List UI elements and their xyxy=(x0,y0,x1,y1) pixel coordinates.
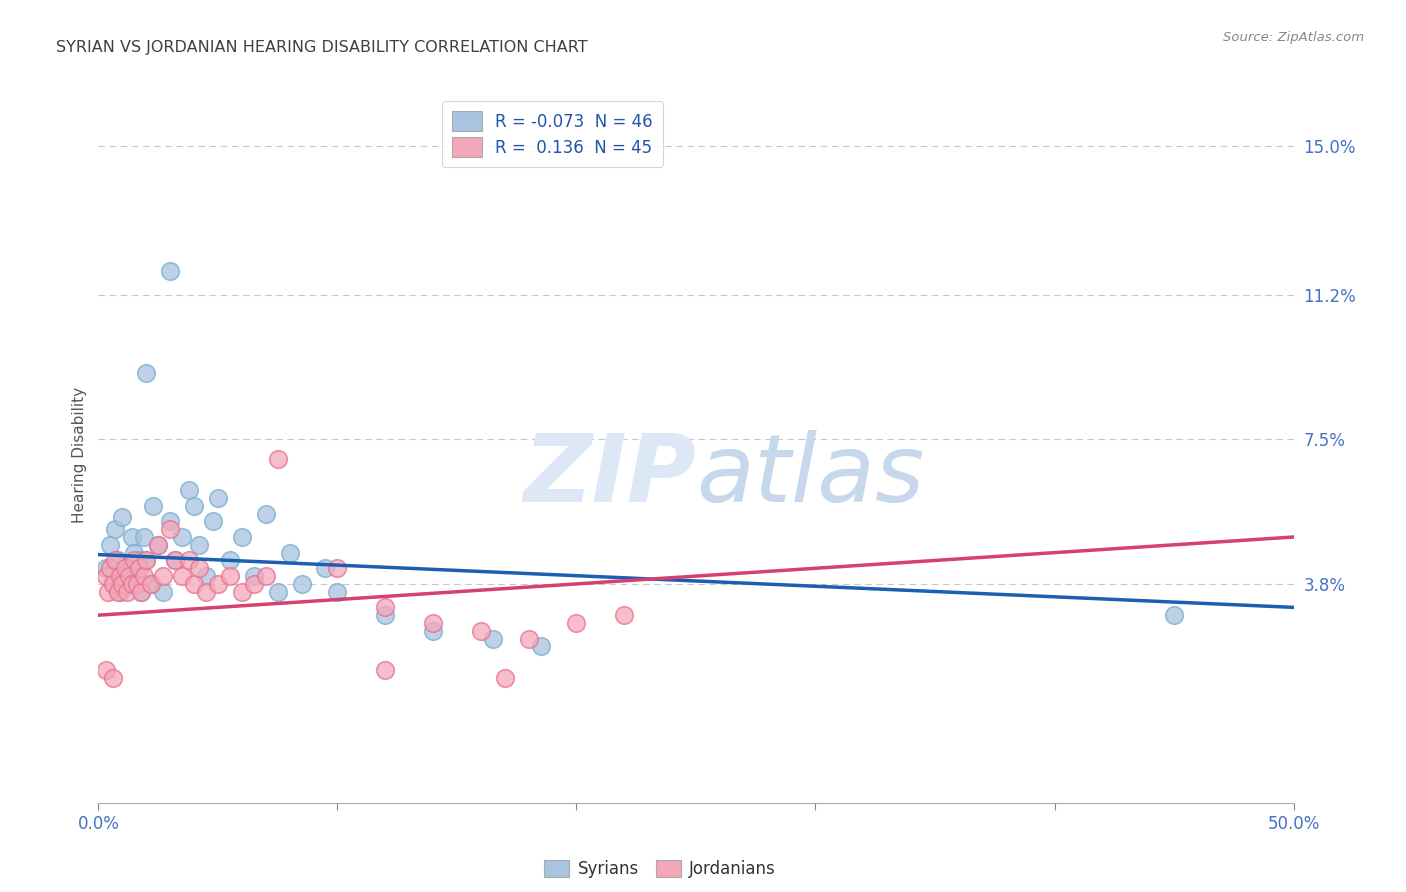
Point xyxy=(613,608,636,623)
Point xyxy=(124,546,146,560)
Point xyxy=(128,561,150,575)
Text: Source: ZipAtlas.com: Source: ZipAtlas.com xyxy=(1223,31,1364,45)
Point xyxy=(125,577,148,591)
Point xyxy=(139,577,162,591)
Point xyxy=(125,569,148,583)
Point xyxy=(152,584,174,599)
Point xyxy=(374,608,396,623)
Point xyxy=(94,561,117,575)
Text: ZIP: ZIP xyxy=(523,430,696,522)
Point xyxy=(94,663,117,677)
Point xyxy=(374,600,396,615)
Point xyxy=(326,561,349,575)
Point xyxy=(128,553,150,567)
Point xyxy=(183,577,205,591)
Text: SYRIAN VS JORDANIAN HEARING DISABILITY CORRELATION CHART: SYRIAN VS JORDANIAN HEARING DISABILITY C… xyxy=(56,40,588,55)
Point xyxy=(108,569,131,583)
Point xyxy=(132,530,155,544)
Point xyxy=(107,553,129,567)
Point xyxy=(267,451,290,466)
Point xyxy=(111,577,134,591)
Point xyxy=(219,553,242,567)
Point xyxy=(114,569,136,583)
Point xyxy=(172,569,194,583)
Point xyxy=(148,538,170,552)
Point xyxy=(529,640,551,654)
Point xyxy=(101,671,124,685)
Point xyxy=(231,584,253,599)
Point xyxy=(172,530,194,544)
Point xyxy=(101,577,124,591)
Point xyxy=(142,499,165,513)
Point xyxy=(219,569,242,583)
Point xyxy=(179,483,201,497)
Point xyxy=(163,553,186,567)
Point xyxy=(152,569,174,583)
Y-axis label: Hearing Disability: Hearing Disability xyxy=(72,387,87,523)
Point xyxy=(159,522,181,536)
Point xyxy=(183,499,205,513)
Point xyxy=(139,577,162,591)
Point xyxy=(121,530,143,544)
Point xyxy=(207,577,229,591)
Point xyxy=(111,510,134,524)
Text: atlas: atlas xyxy=(696,430,924,521)
Point xyxy=(470,624,492,638)
Point xyxy=(243,569,266,583)
Point xyxy=(254,507,277,521)
Point xyxy=(278,546,301,560)
Point xyxy=(231,530,253,544)
Point xyxy=(422,624,444,638)
Point xyxy=(98,538,122,552)
Point xyxy=(115,561,138,575)
Point xyxy=(422,615,444,630)
Point xyxy=(104,522,127,536)
Point xyxy=(202,514,225,528)
Point xyxy=(148,538,170,552)
Point xyxy=(207,491,229,505)
Point xyxy=(267,584,290,599)
Point xyxy=(565,615,588,630)
Point xyxy=(374,663,396,677)
Point xyxy=(494,671,516,685)
Point xyxy=(254,569,277,583)
Point xyxy=(326,584,349,599)
Point xyxy=(124,553,146,567)
Point xyxy=(517,632,540,646)
Point xyxy=(159,514,181,528)
Point xyxy=(194,584,218,599)
Point xyxy=(135,553,157,567)
Point xyxy=(131,584,153,599)
Point xyxy=(1163,608,1185,623)
Legend: Syrians, Jordanians: Syrians, Jordanians xyxy=(537,854,783,885)
Point xyxy=(194,569,218,583)
Point xyxy=(132,569,155,583)
Point xyxy=(131,584,153,599)
Point xyxy=(481,632,505,646)
Point xyxy=(104,553,127,567)
Point xyxy=(121,577,143,591)
Point xyxy=(135,553,157,567)
Point xyxy=(243,577,266,591)
Point xyxy=(97,584,120,599)
Point xyxy=(115,584,138,599)
Point xyxy=(291,577,314,591)
Point xyxy=(315,561,337,575)
Point xyxy=(187,561,209,575)
Point xyxy=(187,538,209,552)
Point xyxy=(179,553,201,567)
Point xyxy=(108,584,131,599)
Point xyxy=(101,577,124,591)
Point xyxy=(114,561,136,575)
Point xyxy=(163,553,186,567)
Point xyxy=(94,569,117,583)
Point xyxy=(159,264,181,278)
Point xyxy=(107,584,129,599)
Point xyxy=(118,569,141,583)
Point xyxy=(118,577,141,591)
Point xyxy=(98,561,122,575)
Point xyxy=(135,366,157,380)
